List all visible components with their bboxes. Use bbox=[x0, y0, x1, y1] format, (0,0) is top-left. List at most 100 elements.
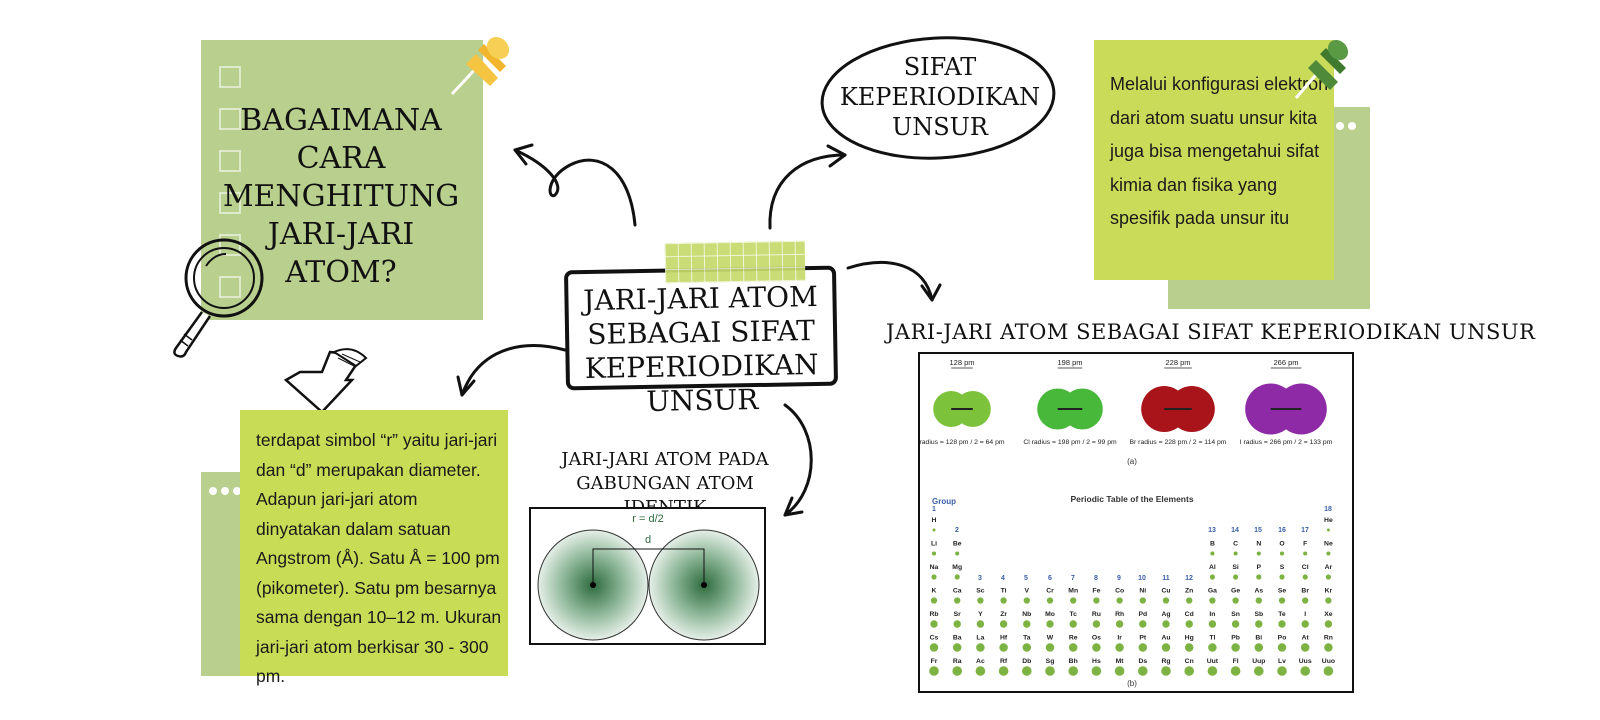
element-Te: Te bbox=[1278, 611, 1286, 628]
svg-text:Tl: Tl bbox=[1209, 635, 1215, 642]
green-push-pin-icon bbox=[1294, 39, 1349, 99]
svg-text:Mg: Mg bbox=[952, 564, 962, 571]
element-Mo: Mo bbox=[1045, 611, 1055, 628]
molecule-3: 266 pm I radius = 266 pm / 2 = 133 pm bbox=[1240, 358, 1333, 446]
svg-text:Se: Se bbox=[1278, 588, 1287, 595]
element-Ca: Ca bbox=[953, 588, 962, 604]
element-Sb: Sb bbox=[1254, 611, 1263, 628]
svg-text:Cn: Cn bbox=[1185, 658, 1194, 665]
element-C: C bbox=[1233, 541, 1238, 556]
element-Li: Li bbox=[931, 541, 937, 556]
element-Ni: Ni bbox=[1139, 588, 1146, 604]
element-Cd: Cd bbox=[1185, 611, 1194, 628]
svg-text:Ag: Ag bbox=[1161, 611, 1170, 618]
element-Y: Y bbox=[976, 611, 985, 628]
svg-text:Bi: Bi bbox=[1255, 635, 1262, 642]
element-Rf: Rf bbox=[998, 658, 1009, 676]
svg-text:Ar: Ar bbox=[1325, 564, 1333, 571]
element-Sn: Sn bbox=[1231, 611, 1240, 628]
element-At: At bbox=[1300, 635, 1310, 652]
bond-length-label: 266 pm bbox=[1273, 358, 1298, 367]
group-number-1: 1 bbox=[932, 506, 936, 513]
svg-text:Hs: Hs bbox=[1092, 658, 1101, 665]
svg-text:Ds: Ds bbox=[1138, 658, 1147, 665]
svg-text:Au: Au bbox=[1161, 635, 1170, 642]
svg-text:Rb: Rb bbox=[929, 611, 938, 618]
checkbox-icon bbox=[219, 192, 241, 214]
caption-b: (b) bbox=[1127, 679, 1137, 688]
element-Rb: Rb bbox=[929, 611, 939, 628]
element-Cs: Cs bbox=[930, 635, 939, 652]
group-number-12: 12 bbox=[1185, 575, 1193, 582]
radius-diagram-svg: r = d/2 d bbox=[537, 513, 760, 641]
arrow-to-periodic bbox=[846, 261, 934, 302]
svg-text:B: B bbox=[1210, 541, 1215, 548]
svg-text:Br: Br bbox=[1301, 588, 1309, 595]
element-Bh: Bh bbox=[1068, 658, 1078, 676]
molecule-2: 228 pm Br radius = 228 pm / 2 = 114 pm bbox=[1130, 358, 1227, 446]
svg-text:Ra: Ra bbox=[953, 658, 962, 665]
radius-label: radius = 128 pm / 2 = 64 pm bbox=[920, 439, 1005, 446]
svg-text:La: La bbox=[976, 635, 984, 642]
svg-text:Mt: Mt bbox=[1116, 658, 1125, 665]
svg-text:Bh: Bh bbox=[1069, 658, 1078, 665]
svg-text:Mn: Mn bbox=[1068, 588, 1078, 595]
svg-text:Ac: Ac bbox=[976, 658, 985, 665]
svg-text:Ca: Ca bbox=[953, 588, 962, 595]
group-number-15: 15 bbox=[1254, 527, 1262, 534]
element-Cr: Cr bbox=[1046, 588, 1054, 604]
group-number-2: 2 bbox=[955, 527, 959, 534]
element-Rg: Rg bbox=[1161, 658, 1171, 676]
element-Mt: Mt bbox=[1114, 658, 1125, 676]
periodic-image: 128 pm radius = 128 pm / 2 = 64 pm 198 pm C… bbox=[918, 352, 1354, 693]
svg-text:Fr: Fr bbox=[931, 658, 938, 665]
element-B: B bbox=[1210, 541, 1215, 556]
group-number-5: 5 bbox=[1024, 575, 1028, 582]
element-Ar: Ar bbox=[1325, 564, 1333, 580]
arrow-to-oval bbox=[768, 153, 847, 230]
svg-text:O: O bbox=[1279, 541, 1284, 548]
element-Sc: Sc bbox=[976, 588, 985, 604]
svg-text:Tc: Tc bbox=[1069, 611, 1077, 618]
svg-text:Cl: Cl bbox=[1302, 564, 1309, 571]
element-Au: Au bbox=[1161, 635, 1171, 652]
element-Fl: Fl bbox=[1230, 658, 1241, 676]
element-In: In bbox=[1208, 611, 1217, 628]
svg-text:Cu: Cu bbox=[1161, 588, 1170, 595]
element-Sr: Sr bbox=[953, 611, 961, 628]
element-Na: Na bbox=[930, 564, 939, 580]
svg-text:Ti: Ti bbox=[1001, 588, 1007, 595]
svg-text:W: W bbox=[1047, 635, 1054, 642]
svg-text:Y: Y bbox=[978, 611, 983, 618]
svg-text:Ir: Ir bbox=[1117, 635, 1122, 642]
element-O: O bbox=[1279, 541, 1285, 556]
svg-text:Zr: Zr bbox=[1000, 611, 1007, 618]
svg-text:Uuo: Uuo bbox=[1322, 658, 1335, 665]
svg-text:V: V bbox=[1025, 588, 1030, 595]
bond-length-label: 198 pm bbox=[1057, 358, 1082, 367]
question-note: BAGAIMANA CARA MENGHITUNG JARI-JARI ATOM… bbox=[201, 40, 483, 320]
element-Mn: Mn bbox=[1068, 588, 1078, 604]
svg-text:Pt: Pt bbox=[1139, 635, 1147, 642]
element-Mg: Mg bbox=[952, 564, 962, 580]
group-number-16: 16 bbox=[1278, 527, 1286, 534]
svg-text:Cd: Cd bbox=[1185, 611, 1194, 618]
svg-text:Cs: Cs bbox=[930, 635, 939, 642]
svg-text:Ba: Ba bbox=[953, 635, 962, 642]
element-H: H bbox=[932, 517, 937, 532]
element-Kr: Kr bbox=[1325, 588, 1333, 604]
element-Zn: Zn bbox=[1185, 588, 1193, 604]
arrow-to-diagram bbox=[783, 403, 813, 517]
element-La: La bbox=[976, 635, 985, 652]
svg-text:Sc: Sc bbox=[976, 588, 985, 595]
arrow-to-bottom-note bbox=[460, 344, 567, 397]
svg-text:Rh: Rh bbox=[1115, 611, 1124, 618]
element-Al: Al bbox=[1209, 564, 1216, 580]
bond-length-label: 228 pm bbox=[1165, 358, 1190, 367]
svg-text:Ru: Ru bbox=[1092, 611, 1101, 618]
diameter-label: d bbox=[645, 534, 651, 546]
element-Ne: Ne bbox=[1324, 541, 1333, 556]
group-number-13: 13 bbox=[1208, 527, 1216, 534]
element-Cn: Cn bbox=[1184, 658, 1194, 676]
